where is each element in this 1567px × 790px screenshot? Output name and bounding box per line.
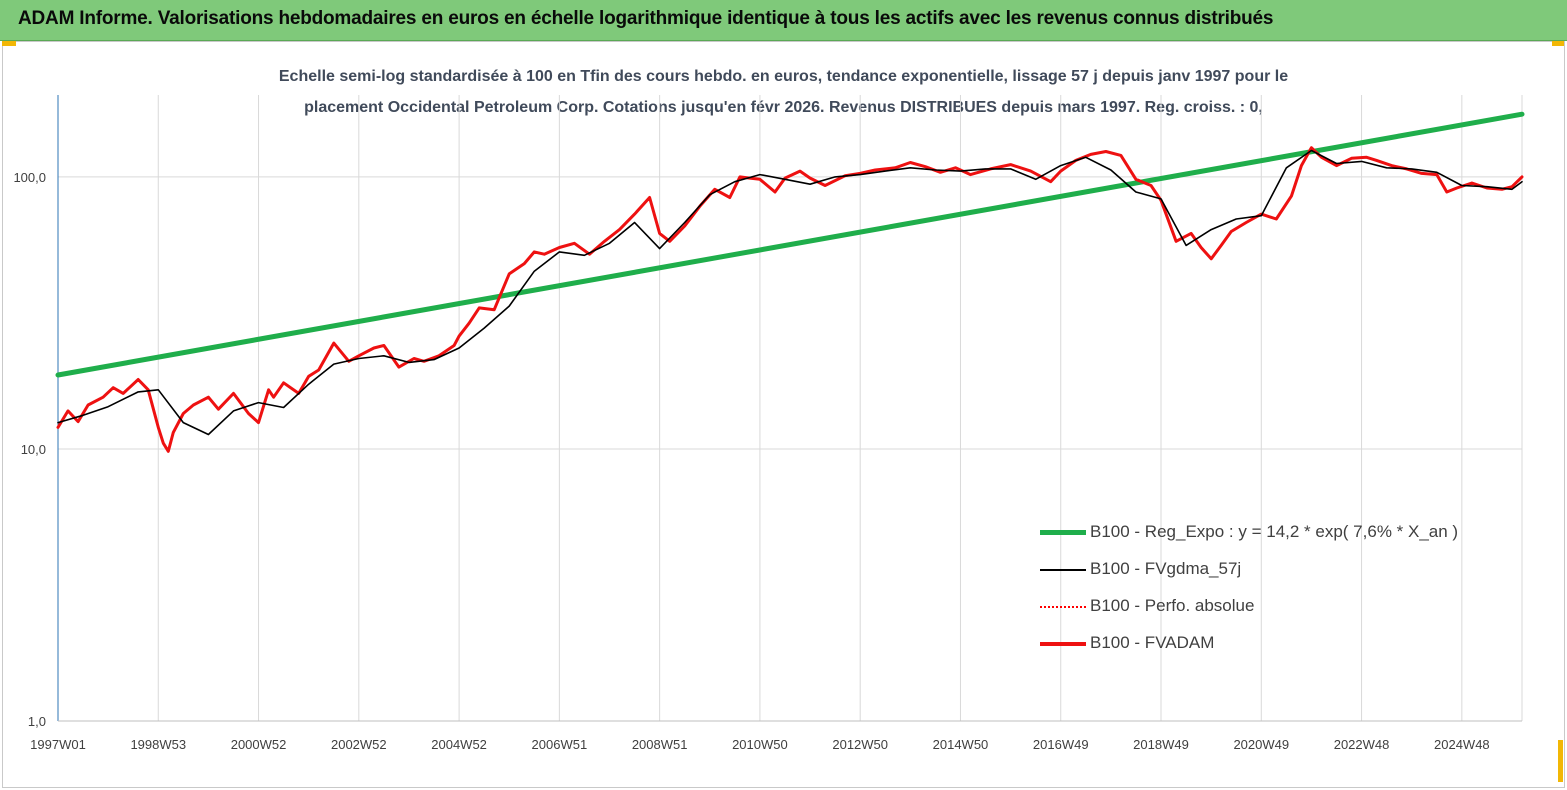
legend-swatch-regression: [1040, 530, 1086, 535]
legend-label-smoothed: B100 - FVgdma_57j: [1090, 559, 1242, 578]
legend-label-fvadam: B100 - FVADAM: [1090, 633, 1215, 652]
chart-subtitle: placement Occidental Petroleum Corp. Cot…: [304, 99, 1263, 116]
y-tick-label: 100,0: [13, 170, 46, 185]
x-tick-label: 2000W52: [231, 737, 287, 752]
chart-frame: [2, 41, 1565, 788]
x-tick-label: 2024W48: [1434, 737, 1490, 752]
chart-title: Echelle semi-log standardisée à 100 en T…: [278, 68, 1289, 85]
x-tick-label: 1997W01: [30, 737, 86, 752]
x-tick-label: 1998W53: [130, 737, 186, 752]
legend-label-regression: B100 - Reg_Expo : y = 14,2 * exp( 7,6% *…: [1090, 522, 1459, 541]
x-tick-label: 2004W52: [431, 737, 487, 752]
legend-swatch-smoothed: [1040, 569, 1086, 571]
x-tick-label: 2008W51: [632, 737, 688, 752]
x-tick-label: 2016W49: [1033, 737, 1089, 752]
x-tick-label: 2022W48: [1334, 737, 1390, 752]
report-banner: ADAM Informe. Valorisations hebdomadaire…: [0, 0, 1567, 41]
corner-marker: [1552, 41, 1564, 46]
report-title: ADAM Informe. Valorisations hebdomadaire…: [18, 8, 1274, 29]
corner-marker: [1558, 740, 1563, 782]
x-tick-label: 2018W49: [1133, 737, 1189, 752]
y-tick-label: 10,0: [21, 442, 46, 457]
x-tick-label: 2006W51: [532, 737, 588, 752]
corner-marker: [2, 41, 16, 46]
series-line-thin-black: [57, 149, 1523, 436]
x-tick-label: 2010W50: [732, 737, 788, 752]
x-tick-label: 2002W52: [331, 737, 387, 752]
series-line-thick-green: [55, 111, 1525, 378]
legend-label-perf: B100 - Perfo. absolue: [1090, 596, 1255, 615]
legend-swatch-perf: [1040, 606, 1086, 608]
x-tick-label: 2020W49: [1233, 737, 1289, 752]
legend-swatch-fvadam: [1040, 642, 1086, 646]
series-line-thick-red: [56, 146, 1524, 453]
x-tick-label: 2012W50: [832, 737, 888, 752]
x-tick-label: 2014W50: [933, 737, 989, 752]
y-tick-label: 1,0: [28, 714, 46, 729]
